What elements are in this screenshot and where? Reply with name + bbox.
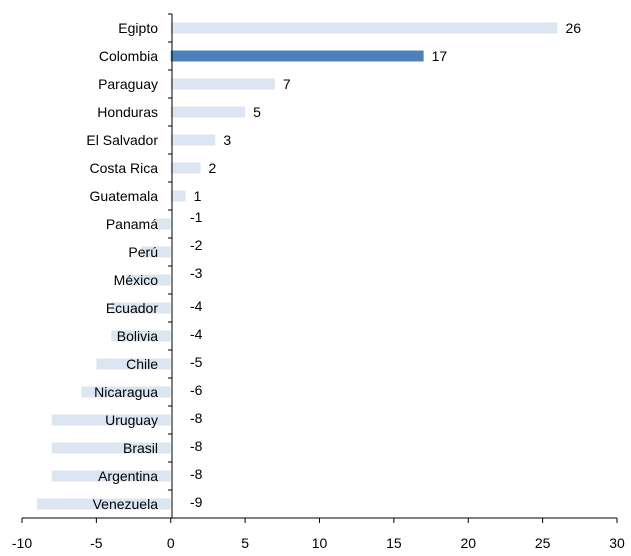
bar-argentina xyxy=(51,470,171,482)
category-label-venezuela: Venezuela xyxy=(93,496,159,512)
category-label-paraguay: Paraguay xyxy=(98,76,158,92)
x-tick-label: -5 xyxy=(90,535,103,551)
category-label-costa-rica: Costa Rica xyxy=(90,160,159,176)
category-label-chile: Chile xyxy=(126,356,158,372)
bar-costa-rica xyxy=(170,162,201,174)
bar-brasil xyxy=(51,442,171,454)
bar-chile xyxy=(96,358,171,370)
category-label-panama: Panamá xyxy=(106,216,158,232)
value-label-paraguay: 7 xyxy=(283,76,291,92)
bar-nicaragua xyxy=(81,386,171,398)
bar-panama xyxy=(155,218,171,230)
category-label-uruguay: Uruguay xyxy=(105,412,158,428)
bar-colombia xyxy=(170,50,424,62)
value-label-brasil: -8 xyxy=(190,438,203,454)
category-label-ecuador: Ecuador xyxy=(106,300,158,316)
value-label-honduras: 5 xyxy=(253,104,261,120)
bar-guatemala xyxy=(170,190,186,202)
bar-uruguay xyxy=(51,414,171,426)
category-label-guatemala: Guatemala xyxy=(90,188,159,204)
value-label-costa-rica: 2 xyxy=(209,160,217,176)
x-tick-label: 0 xyxy=(167,535,175,551)
value-label-nicaragua: -6 xyxy=(190,382,203,398)
category-label-honduras: Honduras xyxy=(97,104,158,120)
value-label-el-salvador: 3 xyxy=(223,132,231,148)
value-label-bolivia: -4 xyxy=(190,326,203,342)
bar-egipto xyxy=(170,22,558,34)
x-tick-label: 25 xyxy=(535,535,551,551)
bar-honduras xyxy=(170,106,246,118)
category-label-peru: Perú xyxy=(128,244,158,260)
x-tick-label: 5 xyxy=(241,535,249,551)
bar-paraguay xyxy=(170,78,275,90)
bar-peru xyxy=(141,246,171,258)
axes-layer xyxy=(21,13,618,523)
bars-layer xyxy=(36,22,558,510)
value-label-mexico: -3 xyxy=(190,265,203,281)
category-label-egipto: Egipto xyxy=(118,20,158,36)
x-tick-label: 15 xyxy=(386,535,402,551)
category-label-bolivia: Bolivia xyxy=(117,328,158,344)
category-label-el-salvador: El Salvador xyxy=(86,132,158,148)
value-label-ecuador: -4 xyxy=(190,298,203,314)
x-tick-label: 20 xyxy=(460,535,476,551)
x-tick-label: -10 xyxy=(12,535,32,551)
value-label-guatemala: 1 xyxy=(194,188,202,204)
category-label-brasil: Brasil xyxy=(123,440,158,456)
value-label-chile: -5 xyxy=(190,354,203,370)
value-label-panama: -1 xyxy=(190,209,203,225)
bar-bolivia xyxy=(111,330,171,342)
category-label-mexico: México xyxy=(114,272,159,288)
category-label-nicaragua: Nicaragua xyxy=(94,384,158,400)
bar-venezuela xyxy=(36,498,171,510)
bar-ecuador xyxy=(111,302,171,314)
category-label-colombia: Colombia xyxy=(99,48,158,64)
labels-layer: Egipto 26 Colombia 17 Paraguay 7 Honduras 5 El S… xyxy=(12,20,625,551)
value-label-venezuela: -9 xyxy=(190,494,203,510)
bar-el-salvador xyxy=(170,134,216,146)
bar-mexico xyxy=(126,274,171,286)
value-label-uruguay: -8 xyxy=(190,410,203,426)
value-label-colombia: 17 xyxy=(432,48,448,64)
x-tick-label: 30 xyxy=(609,535,625,551)
value-label-egipto: 26 xyxy=(566,20,582,36)
category-label-argentina: Argentina xyxy=(98,468,158,484)
x-tick-label: 10 xyxy=(312,535,328,551)
value-label-argentina: -8 xyxy=(190,466,203,482)
value-label-peru: -2 xyxy=(190,237,203,253)
